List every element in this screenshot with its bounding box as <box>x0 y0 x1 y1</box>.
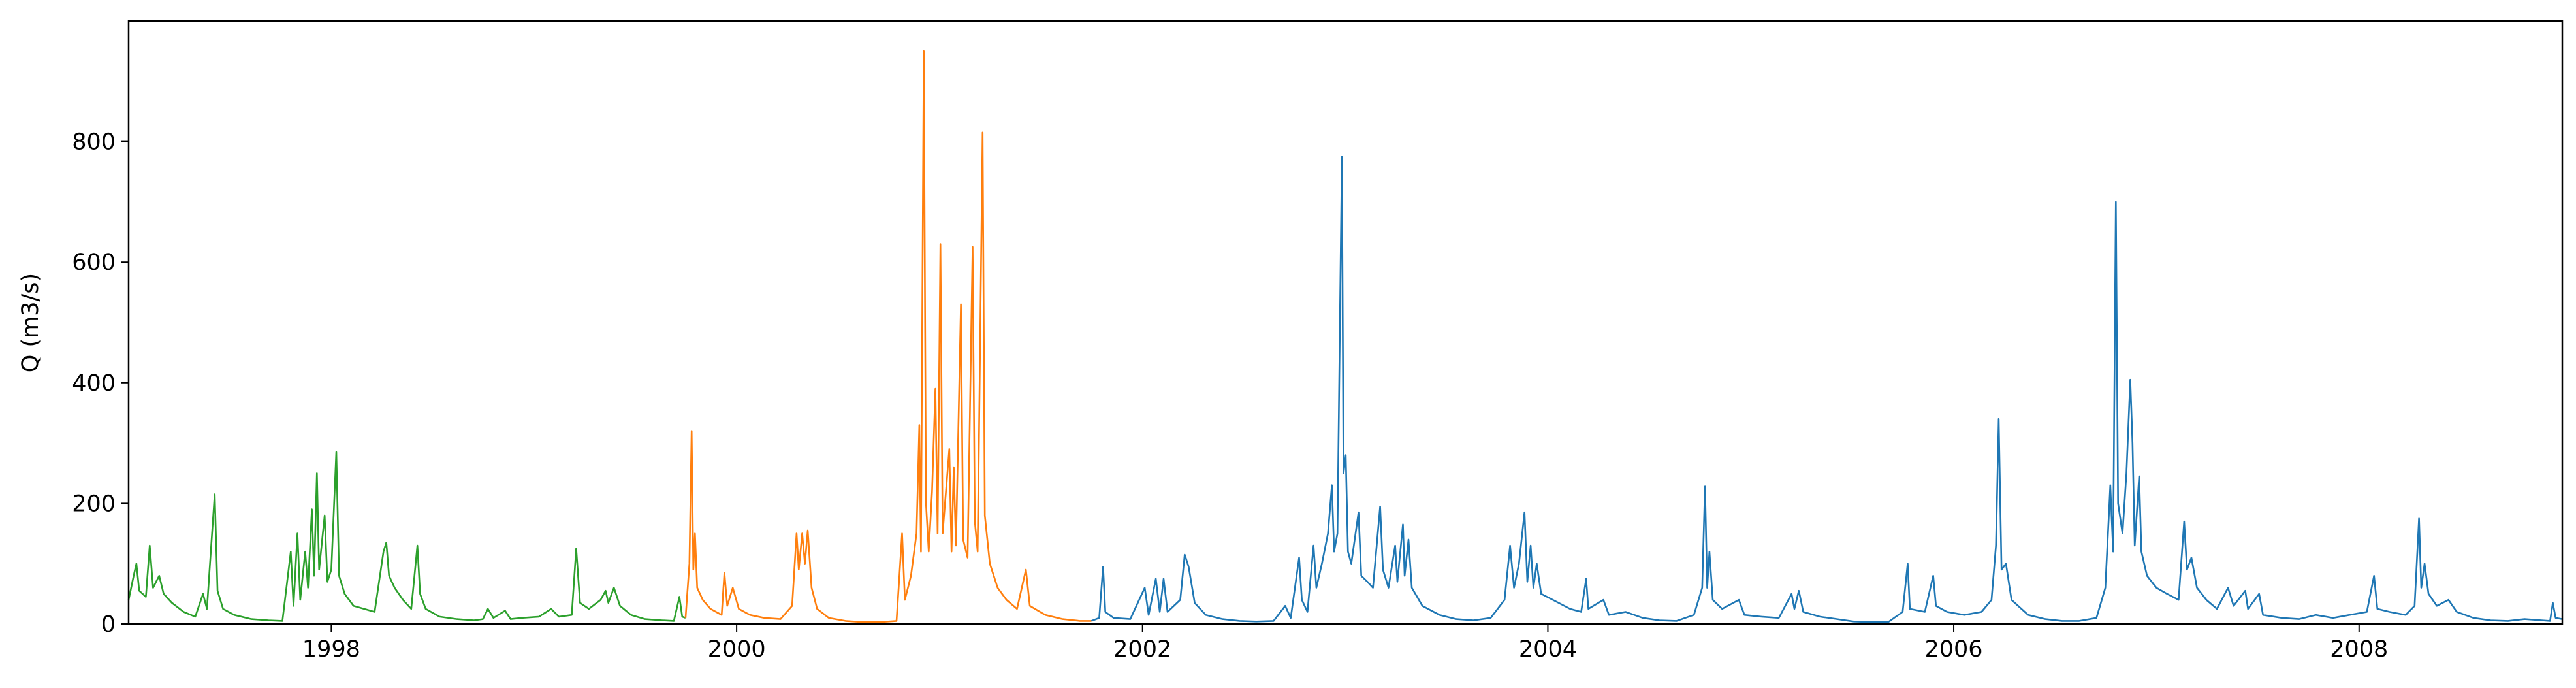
y-tick-label: 0 <box>101 612 116 638</box>
series-line-2 <box>684 50 1092 623</box>
y-axis-label: Q (m3/s) <box>18 273 44 372</box>
x-tick-label: 1998 <box>302 636 360 663</box>
plot-frame <box>127 20 2564 625</box>
series-line-3 <box>1091 156 2563 623</box>
x-tick-label: 2006 <box>1924 636 1982 663</box>
x-tick-label: 2002 <box>1113 636 1171 663</box>
series-layer <box>127 50 2563 623</box>
x-tick-label: 2000 <box>708 636 766 663</box>
x-axis: 1998 2000 2002 2004 2006 2008 <box>302 624 2388 663</box>
series-line-1 <box>127 451 686 622</box>
y-tick-label: 800 <box>72 129 116 156</box>
y-tick-label: 200 <box>72 491 116 517</box>
y-tick-label: 400 <box>72 370 116 397</box>
y-axis: 0 200 400 600 800 <box>72 129 129 638</box>
y-tick-label: 600 <box>72 250 116 276</box>
x-tick-label: 2008 <box>2330 636 2388 663</box>
x-tick-label: 2004 <box>1519 636 1577 663</box>
